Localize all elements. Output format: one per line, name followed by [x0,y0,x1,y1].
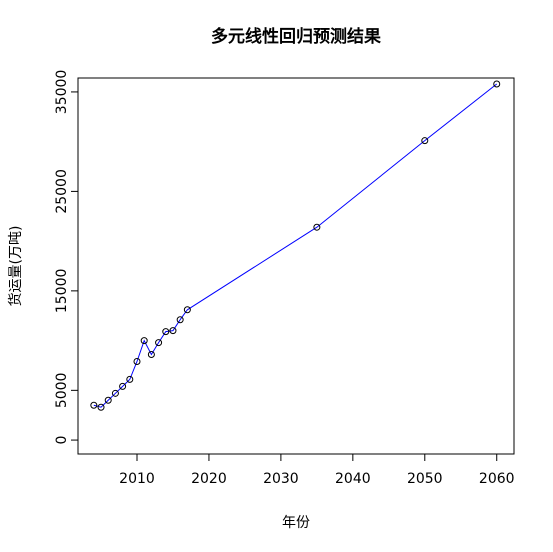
data-point [313,223,321,231]
data-point [183,306,191,314]
y-tick-label: 0 [54,436,70,445]
x-tick-label: 2020 [191,471,227,487]
y-tick-label: 5000 [54,373,70,409]
data-point [111,389,119,397]
x-tick-label: 2060 [479,471,515,487]
data-point [162,328,170,336]
data-point [119,382,127,390]
data-point [126,375,134,383]
data-point [421,137,429,145]
x-tick-label: 2050 [407,471,443,487]
y-tick-label: 15000 [54,269,70,314]
data-point [104,396,112,404]
data-point [169,327,177,335]
data-point [140,337,148,345]
data-point [147,351,155,359]
x-tick-label: 2030 [263,471,299,487]
data-point [133,357,141,365]
series-line [93,83,498,408]
y-axis-label: 货运量(万吨) [7,226,24,307]
data-point [97,403,105,411]
x-tick-label: 2010 [119,471,155,487]
plot-frame [77,77,515,455]
data-point [90,401,98,409]
data-point [176,316,184,324]
y-tick-label: 25000 [54,169,70,214]
data-point [493,80,501,88]
y-tick-label: 35000 [54,70,70,115]
data-point [155,339,163,347]
chart-title: 多元线性回归预测结果 [211,26,381,47]
x-tick-label: 2040 [335,471,371,487]
x-axis-label: 年份 [282,515,310,531]
